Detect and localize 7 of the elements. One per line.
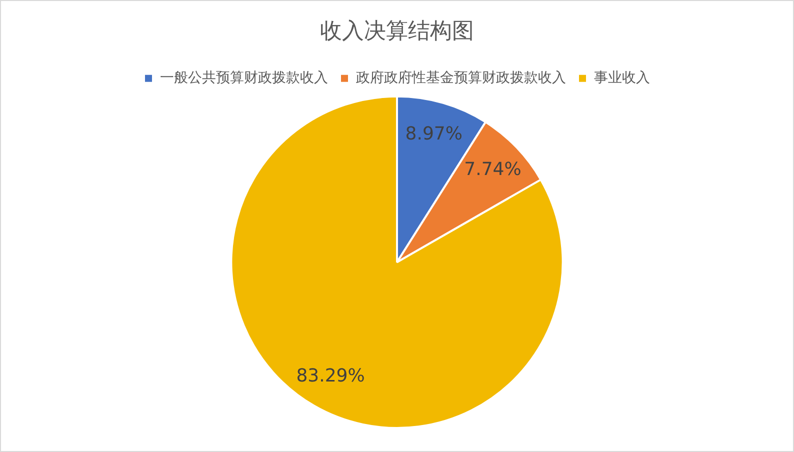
- legend-label: 政府政府性基金预算财政拨款收入: [356, 70, 566, 86]
- data-label: 83.29%: [296, 366, 365, 387]
- legend-label: 一般公共预算财政拨款收入: [160, 70, 328, 86]
- data-label: 8.97%: [405, 123, 462, 144]
- legend-label: 事业收入: [594, 70, 650, 86]
- chart-title: 收入决算结构图: [320, 18, 474, 44]
- data-label: 7.74%: [464, 159, 522, 180]
